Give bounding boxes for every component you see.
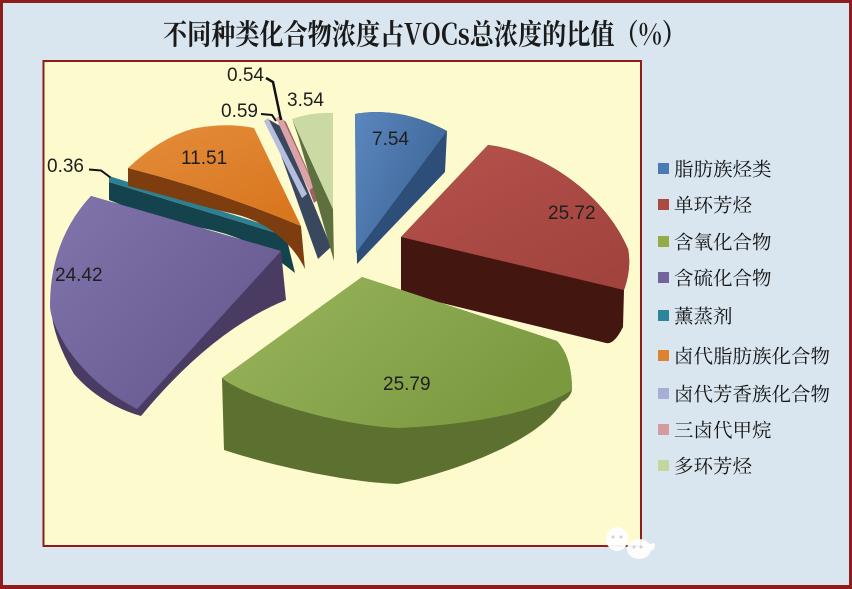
- svg-text:25.79: 25.79: [383, 374, 431, 395]
- svg-text:11.51: 11.51: [181, 148, 227, 169]
- svg-text:7.54: 7.54: [372, 129, 409, 150]
- svg-text:0.54: 0.54: [227, 65, 264, 86]
- svg-text:0.36: 0.36: [47, 156, 84, 177]
- svg-text:3.54: 3.54: [287, 90, 324, 111]
- svg-text:24.42: 24.42: [55, 265, 103, 286]
- svg-text:0.59: 0.59: [221, 101, 258, 122]
- svg-text:25.72: 25.72: [548, 203, 596, 224]
